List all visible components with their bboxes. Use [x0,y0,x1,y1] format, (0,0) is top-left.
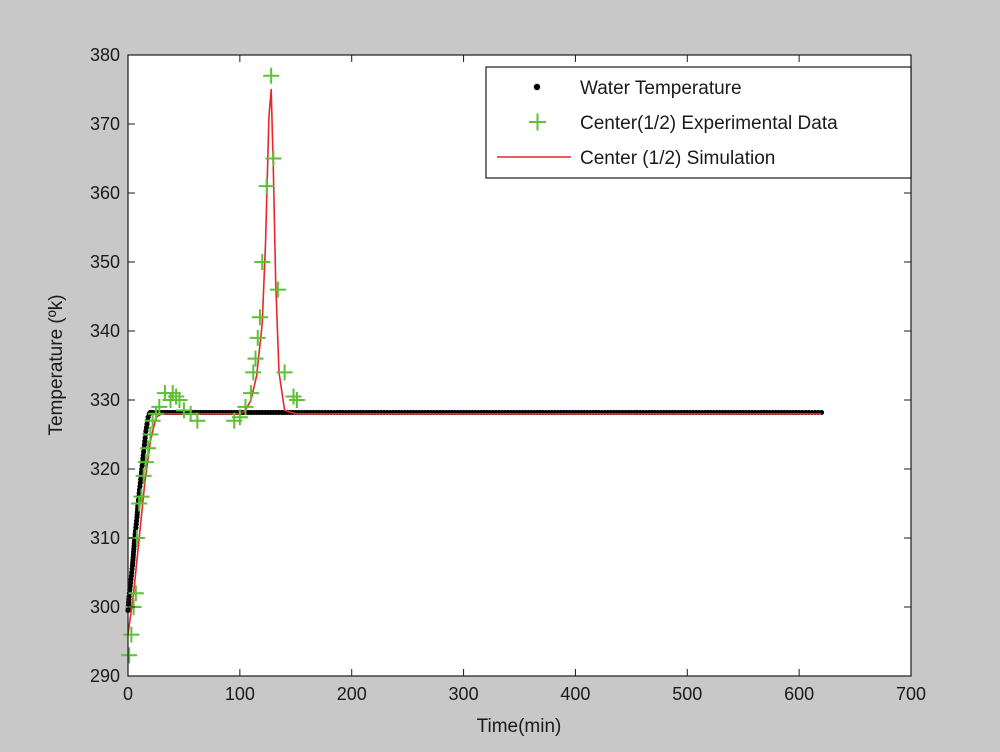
y-tick-label: 360 [90,183,120,203]
y-tick-label: 380 [90,45,120,65]
x-tick-label: 700 [896,684,926,704]
y-tick-label: 290 [90,666,120,686]
experimental-data-point [147,405,164,422]
x-tick-label: 300 [449,684,479,704]
experimental-data-point [142,426,159,443]
experimental-data-point [258,178,275,195]
experimental-data-point [189,412,206,429]
x-tick-label: 0 [123,684,133,704]
experimental-data-point [133,488,150,505]
experimental-data-point [251,309,268,326]
experimental-data-point [121,647,138,664]
experimental-data-point [263,67,280,84]
legend-label-experimental-data: Center(1/2) Experimental Data [580,113,838,134]
experimental-data-point [140,440,157,457]
experimental-data-point [265,150,282,167]
legend-marker-experimental-data [529,113,546,131]
y-tick-label: 350 [90,252,120,272]
experimental-data-point [245,364,262,381]
experimental-data-point [249,329,266,346]
x-tick-label: 200 [337,684,367,704]
experimental-data-point [285,388,302,405]
y-axis-label: Temperature (ºk) [46,294,67,435]
x-tick-label: 100 [225,684,255,704]
experimental-data-point [137,454,154,471]
experimental-data-point [237,398,254,415]
experimental-data-point [243,385,260,402]
legend-box [485,66,912,179]
experimental-data-point [131,495,148,512]
experimental-data-point [123,626,140,643]
y-tick-label: 300 [90,597,120,617]
experimental-data-point [127,585,144,602]
ticks-layer: 0 100 200 300 400 500 600 700 290 300 310 320 330 340… [90,45,926,704]
axes-frame [127,54,912,677]
experimental-data-point [144,412,161,429]
series-experimental-data [121,67,305,664]
experimental-data-point [151,398,168,415]
experimental-data-point [247,350,264,367]
y-tick-label: 310 [90,528,120,548]
experimental-data-point [171,392,188,408]
y-tick-label: 320 [90,459,120,479]
legend-label-water-temperature: Water Temperature [580,78,742,99]
x-tick-label: 400 [560,684,590,704]
legend: Water Temperature Center(1/2) Experiment… [485,66,912,179]
x-axis-label: Time(min) [477,716,562,737]
y-tick-label: 370 [90,114,120,134]
experimental-data-point [231,409,248,426]
x-tick-label: 500 [672,684,702,704]
x-tick-label: 600 [784,684,814,704]
experimental-data-point [164,385,181,402]
experimental-data-point [288,392,305,408]
experimental-data-point [276,364,293,381]
y-tick-label: 330 [90,390,120,410]
legend-label-simulation: Center (1/2) Simulation [580,148,775,169]
series-layer [121,67,825,664]
legend-marker-water-temperature [533,83,541,91]
experimental-data-point [168,388,185,405]
experimental-data-point [135,467,152,484]
y-tick-label: 340 [90,321,120,341]
experimental-data-point [254,254,271,270]
experimental-data-point [175,402,192,419]
experimental-data-point [182,405,199,422]
experimental-data-point [269,281,286,298]
